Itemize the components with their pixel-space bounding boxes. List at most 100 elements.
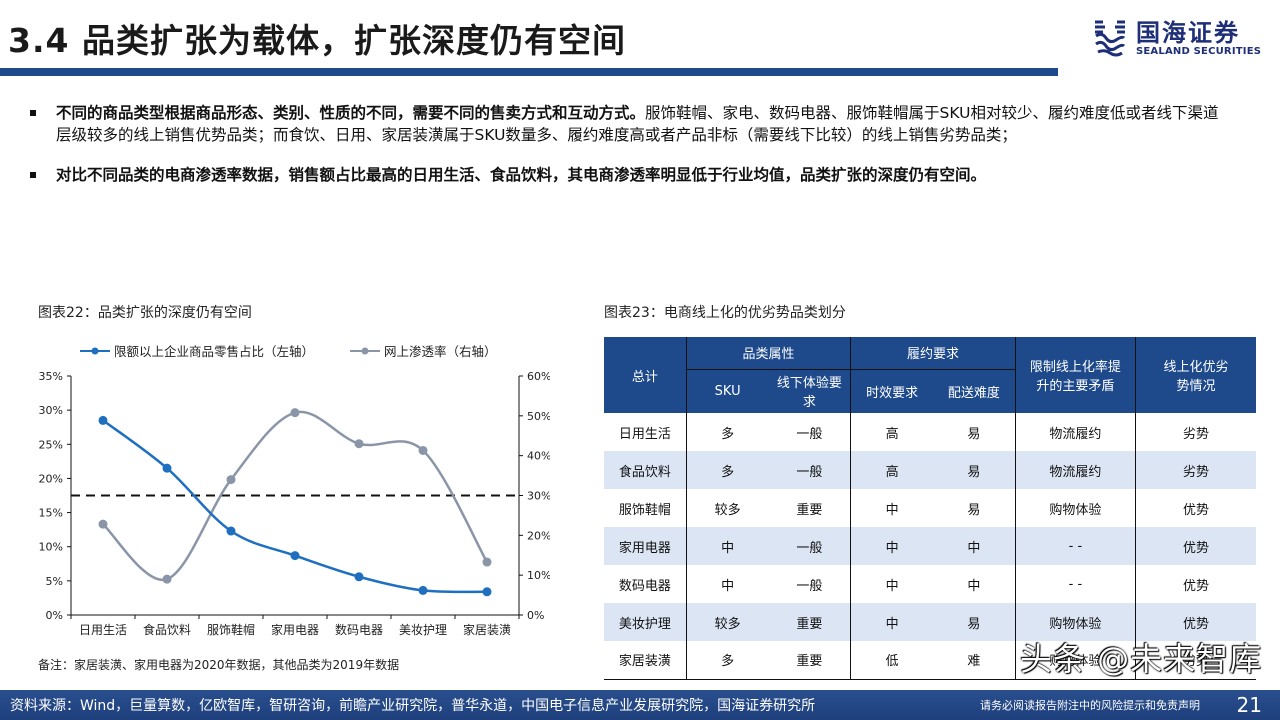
table-row: 食品饮料多一般高易物流履约 劣势 [604,451,1256,489]
header-sku: SKU [685,369,769,413]
table-cell: 较多 [685,489,769,527]
table-cell: 中 [850,603,933,641]
table-cell: 物流履约 [1014,451,1136,489]
header-fulfillment: 履约要求 [850,337,1016,370]
sealand-wave-icon [1095,20,1126,57]
company-logo: 国海证券 SEALAND SECURITIES [1092,18,1261,58]
page-number: 21 [1236,693,1262,717]
data-point-marker [98,415,108,425]
legend-blue-line-icon [80,347,110,354]
data-point-marker [98,519,108,529]
data-point-marker [354,572,364,582]
data-point-marker [162,463,172,473]
table-cell: 中 [933,527,1016,565]
bullet-bold-text: 不同的商品类型根据商品形态、类别、性质的不同，需要不同的售卖方式和互动方式。 [56,104,646,122]
table-cell: 购物体验 [1014,603,1136,641]
x-tick-label: 数码电器 [335,622,383,637]
right-tick-label: 0% [527,609,544,622]
x-tick-label: 服饰鞋帽 [207,622,255,637]
table-cell: 物流履约 [1014,413,1136,451]
data-point-marker [290,551,300,561]
data-point-marker [418,585,428,595]
row-category: 日用生活 [618,426,671,442]
right-tick-label: 40% [527,450,550,463]
table-cell: 优势 [1135,565,1256,603]
table-cell: 多 [685,641,769,680]
row-category: 美妆护理 [604,603,687,641]
table-cell: 购物体验 [1014,641,1136,680]
figure23-title: 图表23：电商线上化的优劣势品类划分 [604,305,846,321]
table-cell: - - [1014,565,1136,603]
row-category: 数码电器 [618,578,671,594]
data-point-marker [226,526,236,536]
logo-text-cn: 国海证券 [1136,18,1240,47]
chart-legend: 限额以上企业商品零售占比（左轴） 网上渗透率（右轴） [80,341,497,360]
footer-bar: 资料来源：Wind，巨量算数，亿欧智库，智研咨询，前瞻产业研究院，普华永道，中国… [0,690,1280,720]
chart-plot-area: 0% 5% 10% 15% 20% 25% 30% 35% 0% 10% 20% 30% 40% 50% 6… [39,370,550,637]
right-tick-label: 10% [527,569,550,582]
table-cell: 一般 [768,451,851,489]
series-line-0 [102,419,488,594]
title-underline [0,68,1058,76]
left-tick-label: 30% [39,404,63,417]
watermark: 头条 @未来智库 [1020,640,1263,678]
header-delivery: 配送难度 [933,369,1016,413]
table-cell: 中 [850,527,933,565]
figure22-note: 备注：家居装潢、家用电器为2020年数据，其他品类为2019年数据 [38,658,400,672]
x-tick-label: 食品饮料 [143,622,191,637]
logo-text-en: SEALAND SECURITIES [1136,45,1262,57]
figure22-title: 图表22：品类扩张的深度仍有空间 [38,305,252,321]
table-cell: 中 [685,565,769,603]
table-cell: 低 [850,641,933,680]
source-note: 资料来源：Wind，巨量算数，亿欧智库，智研咨询，前瞻产业研究院，普华永道，中国… [10,698,816,714]
table-cell: 一般 [796,426,823,442]
table-row: 数码电器中一般中中 - - 优势 [604,565,1256,603]
table-row: 家用电器中一般中中 - - 优势 [604,527,1256,565]
data-point-marker [226,475,236,485]
right-tick-label: 50% [527,410,550,423]
left-tick-label: 5% [46,575,63,588]
left-tick-label: 20% [39,472,63,485]
bullet-item: 对比不同品类的电商渗透率数据，销售额占比最高的日用生活、食品饮料，其电商渗透率明… [30,164,1230,186]
line-chart: 限额以上企业商品零售占比（左轴） 网上渗透率（右轴） 0% 5% 10% 15% 20%… [30,335,550,665]
x-tick-label: 美妆护理 [399,623,447,637]
table-cell: 劣势 [1135,451,1256,489]
table-cell: 多 [685,413,769,451]
header-timeliness: 时效要求 [850,369,933,413]
bullet-square-icon [30,172,36,178]
left-tick-label: 10% [39,541,63,554]
bullet-list: 不同的商品类型根据商品形态、类别、性质的不同，需要不同的售卖方式和互动方式。服饰… [30,102,1230,204]
table-cell: 优势 [1135,489,1256,527]
table-cell: 难 [933,641,1016,680]
table-cell: 中 [850,489,933,527]
table-cell: 中 [850,565,933,603]
table-cell: 劣势 [1135,413,1256,451]
category-table: 总计 品类属性 履约要求 限制线上化率提升的主要矛盾 线上化优劣势情况 SKU … [604,337,1256,680]
table-row: 家居装潢多重要低难购物体验 劣势 [604,641,1256,680]
header-offline-experience: 线下体验要求 [768,369,851,413]
table-cell: 劣势 [1135,641,1256,680]
left-tick-label: 35% [39,370,63,383]
page-title: 3.4 品类扩张为载体，扩张深度仍有空间 [8,21,626,60]
table-cell: 中 [967,578,981,594]
x-tick-label: 日用生活 [79,623,127,637]
left-tick-label: 15% [39,507,63,520]
table-cell: 购物体验 [1014,489,1136,527]
table-cell: 较多 [685,603,769,641]
right-tick-label: 20% [527,529,550,542]
table-cell: 重要 [768,603,851,641]
data-point-marker [354,439,364,449]
left-tick-label: 25% [39,438,63,451]
bullet-text: 服饰鞋帽、家电、数码电器、服饰鞋帽属于SKU相对较少、履约难度低或者线下渠道层级… [56,104,1219,144]
data-point-marker [482,587,492,597]
table-cell: 重要 [768,641,851,680]
table-cell: 中 [685,527,769,565]
table-cell: 重要 [796,502,823,518]
table-cell: 多 [685,451,769,489]
bullet-bold-text: 对比不同品类的电商渗透率数据，销售额占比最高的日用生活、食品饮料，其电商渗透率明… [56,166,987,184]
table-cell: 易 [967,426,981,442]
table-row: 服饰鞋帽 较多 重要 中 易 购物体验 优势 [604,489,1256,527]
legend-label: 限额以上企业商品零售占比（左轴） [114,344,315,359]
data-point-marker [290,408,300,418]
table-row: 日用生活多 一般 高 易 物流履约 劣势 [604,413,1256,451]
